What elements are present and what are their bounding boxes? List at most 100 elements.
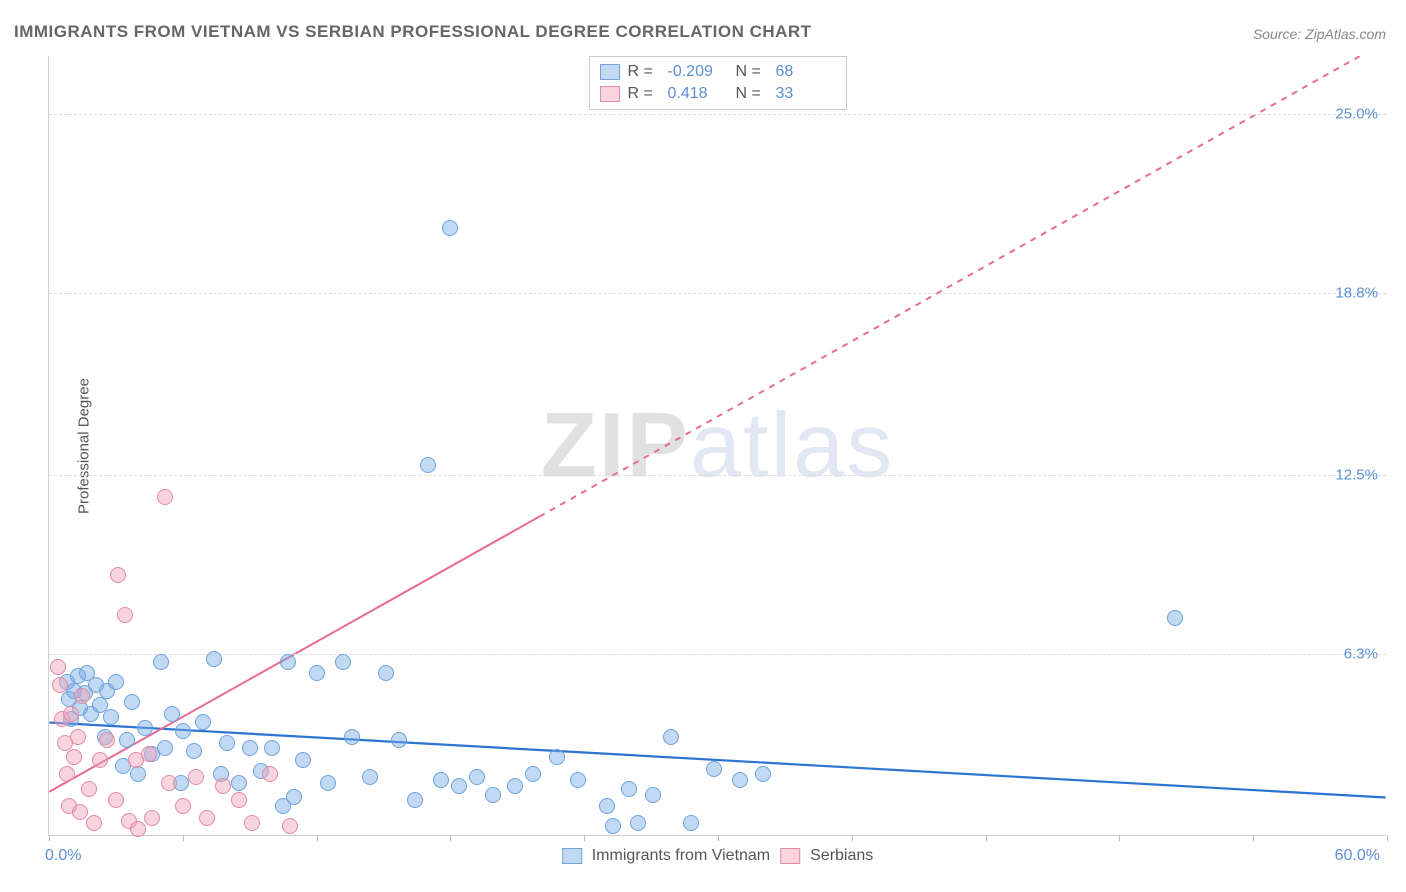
data-point-vietnam (755, 766, 771, 782)
x-tick (317, 835, 318, 841)
data-point-serbians (99, 732, 115, 748)
data-point-vietnam (433, 772, 449, 788)
data-point-serbians (199, 810, 215, 826)
data-point-vietnam (442, 220, 458, 236)
y-tick-label: 12.5% (1335, 466, 1378, 483)
data-point-vietnam (157, 740, 173, 756)
data-point-serbians (50, 659, 66, 675)
data-point-serbians (282, 818, 298, 834)
data-point-vietnam (732, 772, 748, 788)
legend-series-label: Immigrants from Vietnam (592, 847, 770, 865)
data-point-vietnam (103, 709, 119, 725)
legend-n-label: N = (736, 61, 768, 83)
data-point-vietnam (130, 766, 146, 782)
x-tick (1253, 835, 1254, 841)
x-tick (718, 835, 719, 841)
data-point-serbians (157, 489, 173, 505)
data-point-vietnam (451, 778, 467, 794)
data-point-serbians (66, 749, 82, 765)
data-point-serbians (231, 792, 247, 808)
legend-n-value: 68 (776, 61, 836, 83)
source-attribution: Source: ZipAtlas.com (1253, 26, 1386, 42)
data-point-serbians (141, 746, 157, 762)
legend-swatch (600, 64, 620, 80)
gridline (49, 654, 1386, 655)
data-point-serbians (108, 792, 124, 808)
trend-lines-layer (49, 56, 1386, 835)
data-point-vietnam (280, 654, 296, 670)
gridline (49, 475, 1386, 476)
data-point-serbians (117, 607, 133, 623)
data-point-vietnam (549, 749, 565, 765)
data-point-vietnam (469, 769, 485, 785)
x-tick (584, 835, 585, 841)
data-point-vietnam (645, 787, 661, 803)
data-point-vietnam (1167, 610, 1183, 626)
legend-r-label: R = (628, 83, 660, 105)
data-point-vietnam (206, 651, 222, 667)
legend-r-label: R = (628, 61, 660, 83)
data-point-vietnam (295, 752, 311, 768)
data-point-vietnam (309, 665, 325, 681)
x-tick (986, 835, 987, 841)
correlation-legend: R =-0.209N =68R =0.418N =33 (589, 56, 847, 110)
data-point-vietnam (599, 798, 615, 814)
legend-r-value: -0.209 (668, 61, 728, 83)
legend-n-value: 33 (776, 83, 836, 105)
data-point-serbians (244, 815, 260, 831)
data-point-vietnam (175, 723, 191, 739)
data-point-vietnam (164, 706, 180, 722)
legend-row-vietnam: R = -0.209 N = 68 (600, 61, 836, 83)
data-point-serbians (52, 677, 68, 693)
series-legend: Immigrants from VietnamSerbians (562, 847, 874, 865)
data-point-vietnam (186, 743, 202, 759)
y-tick-label: 18.8% (1335, 284, 1378, 301)
data-point-vietnam (420, 457, 436, 473)
legend-swatch (600, 86, 620, 102)
data-point-serbians (262, 766, 278, 782)
legend-n-label: N = (736, 83, 768, 105)
data-point-serbians (110, 567, 126, 583)
data-point-serbians (59, 766, 75, 782)
data-point-vietnam (570, 772, 586, 788)
data-point-vietnam (605, 818, 621, 834)
data-point-vietnam (621, 781, 637, 797)
x-tick (183, 835, 184, 841)
data-point-vietnam (335, 654, 351, 670)
data-point-vietnam (242, 740, 258, 756)
data-point-vietnam (108, 674, 124, 690)
data-point-serbians (130, 821, 146, 837)
x-tick (1387, 835, 1388, 841)
data-point-serbians (63, 706, 79, 722)
data-point-vietnam (320, 775, 336, 791)
data-point-vietnam (219, 735, 235, 751)
data-point-vietnam (378, 665, 394, 681)
data-point-serbians (86, 815, 102, 831)
data-point-serbians (70, 729, 86, 745)
data-point-vietnam (344, 729, 360, 745)
data-point-vietnam (231, 775, 247, 791)
data-point-vietnam (407, 792, 423, 808)
data-point-vietnam (362, 769, 378, 785)
data-point-serbians (144, 810, 160, 826)
data-point-serbians (81, 781, 97, 797)
data-point-vietnam (507, 778, 523, 794)
data-point-serbians (74, 688, 90, 704)
data-point-vietnam (683, 815, 699, 831)
chart-title: IMMIGRANTS FROM VIETNAM VS SERBIAN PROFE… (14, 22, 812, 42)
data-point-serbians (161, 775, 177, 791)
x-tick (450, 835, 451, 841)
data-point-vietnam (119, 732, 135, 748)
data-point-vietnam (275, 798, 291, 814)
watermark-text: ZIPatlas (541, 393, 894, 498)
x-axis-max-label: 60.0% (1335, 847, 1380, 865)
x-tick (852, 835, 853, 841)
y-tick-label: 6.3% (1344, 646, 1378, 663)
y-tick-label: 25.0% (1335, 105, 1378, 122)
data-point-vietnam (706, 761, 722, 777)
scatter-plot-area: ZIPatlas R =-0.209N =68R =0.418N =33 Imm… (48, 56, 1386, 836)
data-point-vietnam (391, 732, 407, 748)
data-point-vietnam (264, 740, 280, 756)
watermark-zip: ZIP (541, 394, 690, 496)
data-point-serbians (215, 778, 231, 794)
